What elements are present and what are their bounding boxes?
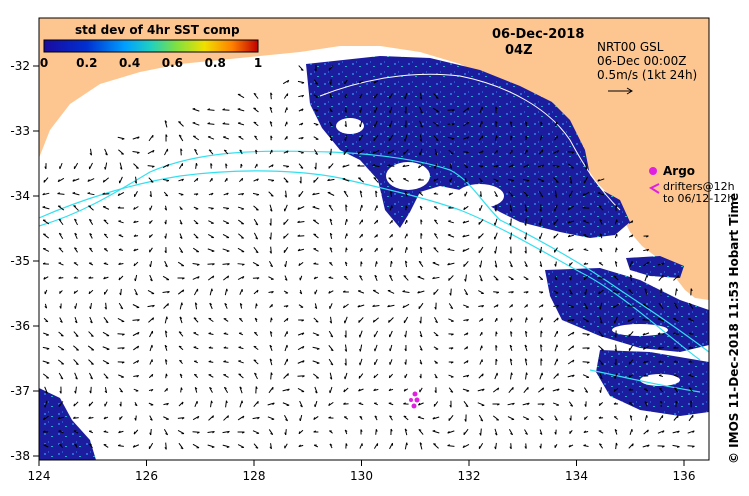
colorbar-tick-label: 0.8	[205, 56, 226, 70]
credit-label: © IMOS 11-Dec-2018 11:53 Hobart Time	[727, 193, 741, 464]
colorbar: std dev of 4hr SST comp 0 0.2 0.4 0.6 0.8 1	[40, 23, 262, 70]
lat-tick-label: -33	[10, 124, 30, 138]
drifter-tracks	[39, 150, 709, 393]
date-label: 06-Dec-2018	[492, 27, 584, 42]
drifters-to-label: to 06/12-12h	[663, 192, 734, 205]
lat-tick-label: -36	[10, 319, 30, 333]
colorbar-tick-label: 0.6	[162, 56, 183, 70]
scale-label: 0.5m/s (1kt 24h)	[597, 68, 697, 82]
current-vectors	[42, 64, 695, 450]
model-label: NRT00 GSL	[597, 40, 664, 54]
lat-tick-label: -32	[10, 59, 30, 73]
lon-tick-label: 124	[28, 469, 51, 483]
shelf-contour	[319, 73, 621, 211]
lon-tick-label: 132	[458, 469, 481, 483]
lon-tick-label: 136	[673, 469, 696, 483]
lon-axis: 124 126 128 130 132 134 136	[28, 460, 696, 483]
land-mass	[39, 18, 709, 300]
colorbar-title: std dev of 4hr SST comp	[75, 23, 240, 37]
lat-tick-label: -35	[10, 254, 30, 268]
drifters-label: drifters@12h	[663, 180, 735, 193]
colorbar-tick-label: 1	[254, 56, 262, 70]
model-time: 06-Dec 00:00Z	[597, 54, 686, 68]
drifter-icon	[648, 183, 660, 194]
lat-axis: -32 -33 -34 -35 -36 -37 -38	[10, 59, 39, 463]
colorbar-tick-label: 0	[40, 56, 48, 70]
argo-label: Argo	[663, 164, 695, 178]
time-label: 04Z	[505, 43, 533, 58]
lat-tick-label: -37	[10, 384, 30, 398]
lon-tick-label: 130	[350, 469, 373, 483]
argo-icon	[649, 167, 657, 175]
sst-gaps	[336, 118, 680, 386]
colorbar-tick-label: 0.4	[119, 56, 140, 70]
lat-tick-label: -38	[10, 449, 30, 463]
lon-tick-label: 126	[135, 469, 158, 483]
lon-tick-label: 128	[243, 469, 266, 483]
scale-arrow	[608, 87, 633, 95]
argo-floats	[409, 391, 420, 409]
plot-frame	[38, 17, 710, 461]
lon-tick-label: 134	[565, 469, 588, 483]
lat-tick-label: -34	[10, 189, 30, 203]
sst-coverage	[39, 56, 709, 460]
colorbar-tick-label: 0.2	[76, 56, 97, 70]
